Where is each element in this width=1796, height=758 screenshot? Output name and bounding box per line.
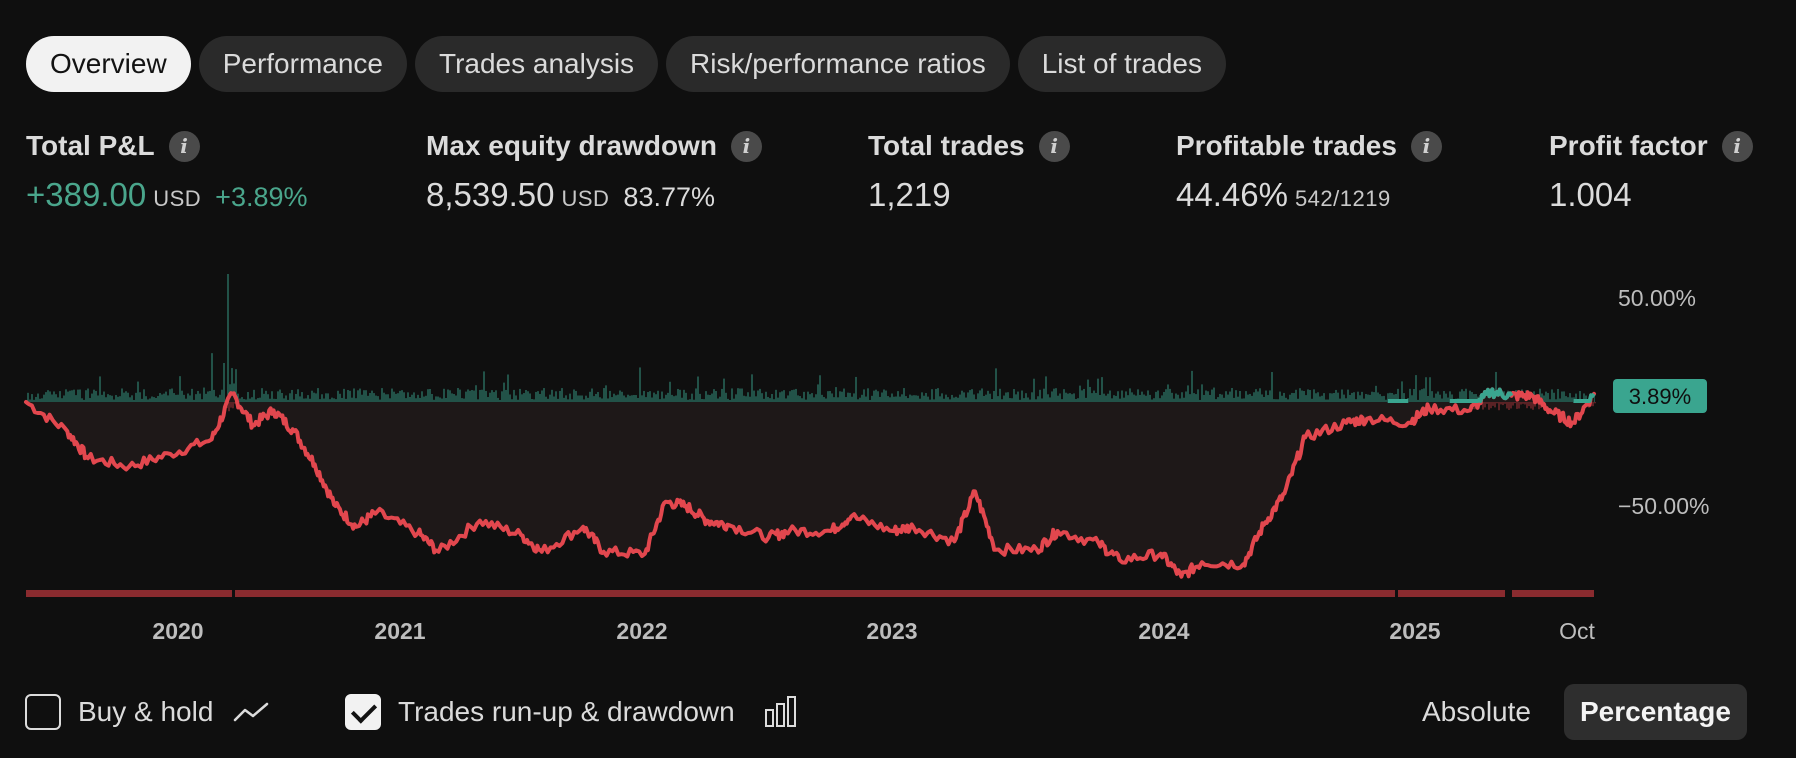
equity-line-positive-segment — [1572, 392, 1596, 403]
drawdown-period-segment — [26, 590, 232, 597]
info-icon[interactable]: i — [1038, 130, 1070, 162]
info-icon[interactable]: i — [730, 130, 762, 162]
info-icon[interactable]: i — [168, 130, 200, 162]
current-value-marker: 3.89% — [1613, 379, 1707, 413]
line-chart-icon — [233, 702, 269, 722]
metric-max-drawdown: Max equity drawdown i 8,539.50 USD 83.77% — [426, 130, 762, 214]
total-pl-percent: +3.89% — [215, 182, 308, 212]
drawdown-duration-bar — [26, 590, 1594, 597]
runup-drawdown-checkbox[interactable] — [345, 694, 381, 730]
tab-list-of-trades[interactable]: List of trades — [1017, 36, 1227, 92]
absolute-toggle[interactable]: Absolute — [1422, 696, 1531, 727]
profitable-trades-value: 44.46% — [1176, 176, 1288, 213]
tab-performance[interactable]: Performance — [198, 36, 407, 92]
profitable-trades-fraction: 542/1219 — [1294, 186, 1391, 211]
equity-line — [24, 387, 1596, 579]
drawdown-period-segment — [1398, 590, 1505, 597]
metric-total-pl: Total P&L i +389.00 USD +3.89% — [26, 130, 308, 214]
x-tick-label: 2023 — [866, 618, 917, 644]
current-value-label: 3.89% — [1629, 384, 1691, 409]
runup-drawdown-label: Trades run-up & drawdown — [398, 696, 735, 727]
buy-hold-label: Buy & hold — [78, 696, 214, 727]
runup-drawdown-bars — [25, 274, 1596, 419]
tab-risk-performance-ratios[interactable]: Risk/performance ratios — [666, 36, 1010, 92]
profit-factor-value: 1.004 — [1549, 176, 1632, 213]
total-pl-unit: USD — [153, 186, 202, 211]
max-drawdown-percent: 83.77% — [623, 182, 715, 212]
metric-profitable-trades: Profitable trades i 44.46% 542/1219 — [1176, 130, 1442, 214]
total-pl-value: +389.00 — [26, 176, 147, 213]
equity-chart[interactable]: 50.00% −50.00% 2020 2021 2022 2023 2024 2025 Oc… — [0, 260, 1796, 660]
bar-chart-icon — [765, 696, 796, 727]
tab-bar: Overview Performance Trades analysis Ris… — [26, 36, 1227, 92]
x-tick-label: 2025 — [1389, 618, 1440, 644]
tab-overview[interactable]: Overview — [26, 36, 191, 92]
tab-trades-analysis[interactable]: Trades analysis — [415, 36, 659, 92]
x-tick-label: 2024 — [1138, 618, 1189, 644]
metric-profit-factor: Profit factor i 1.004 — [1549, 130, 1753, 214]
max-drawdown-label: Max equity drawdown — [426, 130, 717, 161]
buy-hold-checkbox[interactable] — [25, 694, 61, 730]
x-axis: 2020 2021 2022 2023 2024 2025 Oct — [152, 618, 1595, 644]
info-icon[interactable]: i — [1410, 130, 1442, 162]
x-tick-label: Oct — [1559, 618, 1595, 644]
x-tick-label: 2022 — [616, 618, 667, 644]
drawdown-period-segment — [235, 590, 1395, 597]
y-axis: 50.00% −50.00% — [1618, 285, 1709, 519]
percentage-toggle[interactable]: Percentage — [1564, 684, 1747, 740]
equity-line-positive-segment — [1449, 387, 1514, 403]
drawdown-period-segment — [1512, 590, 1594, 597]
x-tick-label: 2021 — [374, 618, 425, 644]
total-pl-label: Total P&L — [26, 130, 155, 161]
profitable-trades-label: Profitable trades — [1176, 130, 1397, 161]
chart-options-bar: Buy & hold Trades run-up & drawdown Abso… — [0, 684, 1796, 740]
x-tick-label: 2020 — [152, 618, 203, 644]
total-trades-label: Total trades — [868, 130, 1025, 161]
metric-total-trades: Total trades i 1,219 — [868, 130, 1070, 214]
total-trades-value: 1,219 — [868, 176, 951, 213]
equity-line-positive-segments — [1387, 387, 1596, 403]
y-tick-label: −50.00% — [1618, 493, 1709, 519]
y-tick-label: 50.00% — [1618, 285, 1696, 311]
max-drawdown-value: 8,539.50 — [426, 176, 555, 213]
max-drawdown-unit: USD — [561, 186, 610, 211]
info-icon[interactable]: i — [1721, 130, 1753, 162]
profit-factor-label: Profit factor — [1549, 130, 1708, 161]
